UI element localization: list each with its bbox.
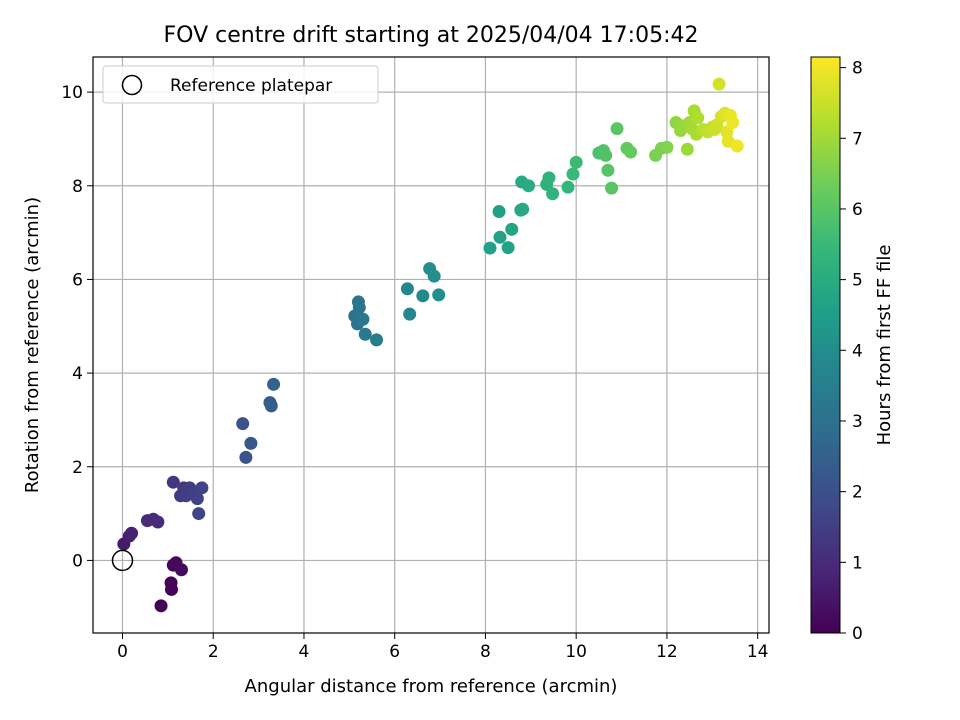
- colorbar-tick-label: 3: [852, 412, 863, 432]
- data-point: [264, 399, 278, 413]
- data-point: [726, 116, 740, 130]
- data-point: [151, 515, 165, 529]
- data-point: [483, 241, 497, 255]
- data-point: [505, 222, 519, 236]
- data-point: [164, 576, 178, 590]
- data-point: [352, 301, 366, 315]
- colorbar-tick-label: 0: [852, 624, 863, 644]
- y-tick-label: 6: [72, 270, 83, 290]
- colorbar: 0 1 2 3 4 5 6 7 8 Hours from first FF file: [810, 56, 895, 644]
- y-axis-ticks: 0 2 4 6 8 10: [61, 83, 93, 571]
- chart-title: FOV centre drift starting at 2025/04/04 …: [164, 23, 699, 48]
- data-point: [400, 282, 414, 296]
- y-tick-label: 0: [72, 551, 83, 571]
- x-axis-label: Angular distance from reference (arcmin): [245, 676, 618, 697]
- data-point: [561, 180, 575, 194]
- data-point: [624, 145, 638, 159]
- grid-lines: [93, 57, 769, 633]
- colorbar-gradient: [811, 57, 840, 633]
- x-tick-label: 10: [565, 642, 587, 662]
- colorbar-tick-label: 8: [852, 59, 863, 79]
- data-point: [267, 377, 281, 391]
- x-axis-ticks: 0 2 4 6 8 10 12 14: [117, 633, 768, 662]
- data-point: [730, 139, 744, 153]
- data-point: [566, 167, 580, 181]
- x-tick-label: 8: [480, 642, 491, 662]
- data-point: [501, 241, 515, 255]
- legend-box: [102, 65, 379, 104]
- data-point: [166, 475, 180, 489]
- reference-point: [111, 549, 134, 572]
- colorbar-ticks: 0 1 2 3 4 5 6 7 8: [840, 59, 863, 644]
- data-point: [244, 436, 258, 450]
- x-tick-label: 14: [747, 642, 769, 662]
- colorbar-label: Hours from first FF file: [874, 245, 895, 446]
- colorbar-tick-label: 1: [852, 553, 863, 573]
- colorbar-tick-label: 5: [852, 271, 863, 291]
- data-point: [125, 526, 139, 540]
- data-point: [660, 140, 674, 154]
- plot-frame: [92, 56, 770, 634]
- data-point: [195, 481, 209, 495]
- colorbar-tick-label: 6: [852, 200, 863, 220]
- legend-label: Reference platepar: [170, 76, 332, 96]
- data-point: [356, 312, 370, 326]
- data-point: [432, 288, 446, 302]
- y-tick-label: 10: [61, 83, 83, 103]
- data-point: [599, 148, 613, 162]
- data-point: [427, 269, 441, 283]
- x-tick-label: 2: [208, 642, 219, 662]
- data-point: [174, 563, 188, 577]
- data-point: [493, 230, 507, 244]
- data-point: [492, 205, 506, 219]
- data-point: [601, 163, 615, 177]
- data-point: [358, 327, 372, 341]
- data-point: [236, 417, 250, 431]
- data-point: [569, 155, 583, 169]
- legend-reference-marker: [121, 74, 143, 96]
- y-tick-label: 4: [72, 364, 83, 384]
- y-tick-label: 8: [72, 177, 83, 197]
- data-point: [239, 450, 253, 464]
- data-point: [522, 179, 536, 193]
- data-point: [605, 181, 619, 195]
- data-point: [516, 202, 530, 216]
- data-point: [403, 307, 417, 321]
- data-point: [416, 289, 430, 303]
- data-point: [154, 599, 168, 613]
- data-point: [712, 77, 726, 91]
- colorbar-tick-label: 4: [852, 341, 863, 361]
- colorbar-frame: [810, 56, 841, 634]
- colorbar-tick-label: 2: [852, 483, 863, 503]
- data-points: [117, 77, 744, 613]
- y-axis-label: Rotation from reference (arcmin): [22, 197, 43, 493]
- x-tick-label: 6: [389, 642, 400, 662]
- data-point: [542, 171, 556, 185]
- data-point: [680, 142, 694, 156]
- data-point: [546, 187, 560, 201]
- legend: Reference platepar: [102, 65, 379, 104]
- x-tick-label: 4: [299, 642, 310, 662]
- x-tick-label: 0: [117, 642, 128, 662]
- data-point: [691, 111, 705, 125]
- data-point: [610, 122, 624, 136]
- reference-marker: [111, 549, 134, 572]
- colorbar-tick-label: 7: [852, 129, 863, 149]
- data-point: [190, 492, 204, 506]
- data-point: [370, 333, 384, 347]
- x-tick-label: 12: [656, 642, 678, 662]
- y-tick-label: 2: [72, 458, 83, 478]
- data-point: [192, 507, 206, 521]
